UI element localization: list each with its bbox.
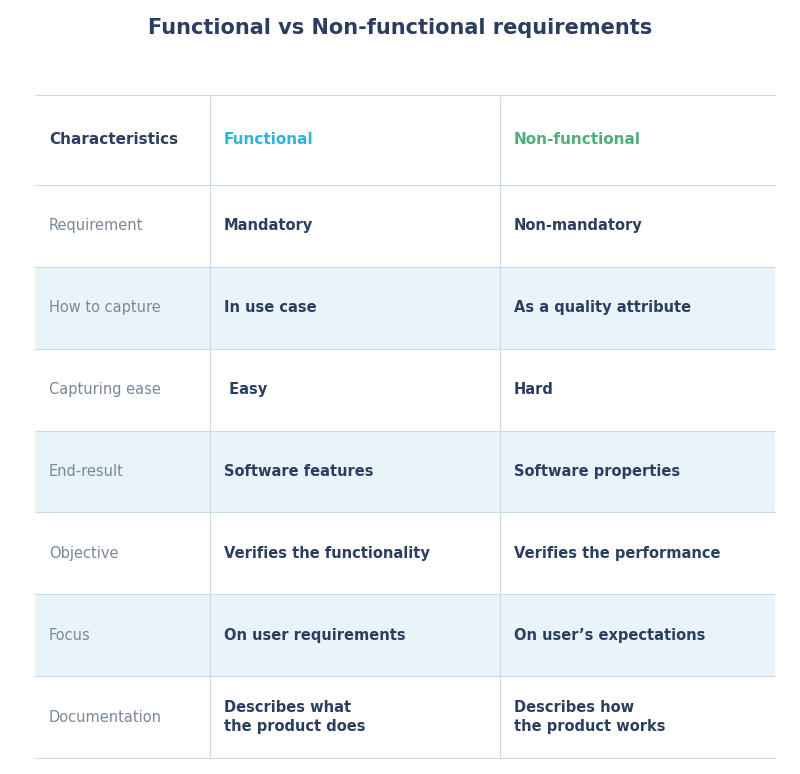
Text: Requirement: Requirement bbox=[49, 218, 143, 234]
Text: How to capture: How to capture bbox=[49, 300, 161, 315]
Text: On user requirements: On user requirements bbox=[224, 628, 406, 642]
Bar bbox=[35, 430, 775, 512]
Text: Capturing ease: Capturing ease bbox=[49, 382, 161, 397]
Text: Characteristics: Characteristics bbox=[49, 132, 178, 148]
Text: In use case: In use case bbox=[224, 300, 317, 315]
Text: Mandatory: Mandatory bbox=[224, 218, 314, 234]
Text: Objective: Objective bbox=[49, 546, 118, 561]
Text: Focus: Focus bbox=[49, 628, 90, 642]
Text: Non-mandatory: Non-mandatory bbox=[514, 218, 642, 234]
Text: Describes how
the product works: Describes how the product works bbox=[514, 700, 666, 735]
Text: As a quality attribute: As a quality attribute bbox=[514, 300, 691, 315]
Text: Verifies the performance: Verifies the performance bbox=[514, 546, 721, 561]
Text: End-result: End-result bbox=[49, 464, 124, 479]
Bar bbox=[35, 267, 775, 349]
Text: Software properties: Software properties bbox=[514, 464, 680, 479]
Text: Describes what
the product does: Describes what the product does bbox=[224, 700, 366, 735]
Text: Documentation: Documentation bbox=[49, 710, 162, 724]
Text: Functional: Functional bbox=[224, 132, 314, 148]
Text: Verifies the functionality: Verifies the functionality bbox=[224, 546, 430, 561]
Text: Functional vs Non-functional requirements: Functional vs Non-functional requirement… bbox=[148, 18, 652, 38]
Text: On user’s expectations: On user’s expectations bbox=[514, 628, 706, 642]
Text: Easy: Easy bbox=[224, 382, 267, 397]
Text: Hard: Hard bbox=[514, 382, 554, 397]
Text: Non-functional: Non-functional bbox=[514, 132, 641, 148]
Bar bbox=[35, 594, 775, 676]
Text: Software features: Software features bbox=[224, 464, 374, 479]
